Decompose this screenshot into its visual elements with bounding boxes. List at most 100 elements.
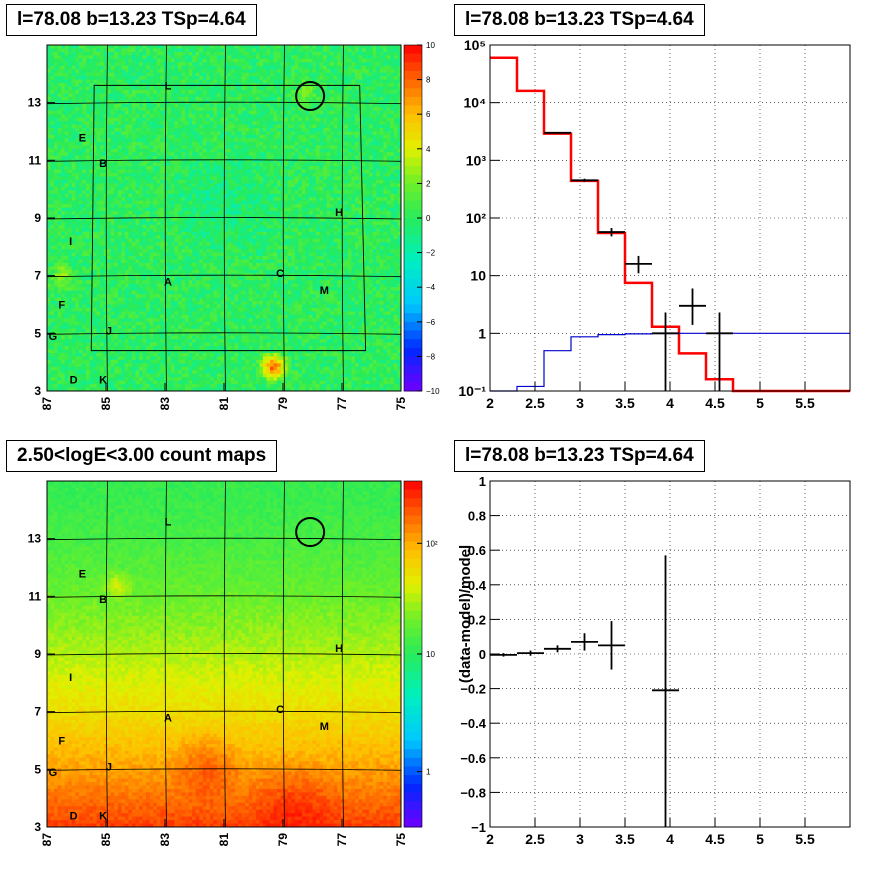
heatmap-cell <box>107 211 112 215</box>
heatmap-cell <box>386 107 391 112</box>
heatmap-cell <box>128 107 133 112</box>
heatmap-cell <box>298 124 303 129</box>
heatmap-cell <box>57 193 62 198</box>
heatmap-cell <box>344 190 349 195</box>
heatmap-cell <box>181 124 186 129</box>
heatmap-cell <box>383 152 388 157</box>
heatmap-cell <box>89 65 94 70</box>
heatmap-cell <box>107 55 112 60</box>
heatmap-cell <box>68 193 73 198</box>
heatmap-cell <box>82 76 87 80</box>
heatmap-cell <box>386 114 391 119</box>
heatmap-cell <box>358 96 363 101</box>
heatmap-cell <box>255 117 260 122</box>
heatmap-cell <box>167 148 172 153</box>
heatmap-cell <box>248 48 253 53</box>
heatmap-cell <box>369 103 374 108</box>
heatmap-cell <box>68 93 73 98</box>
heatmap-cell <box>135 114 140 119</box>
heatmap-cell <box>312 200 317 205</box>
heatmap-cell <box>390 65 395 70</box>
heatmap-cell <box>270 190 274 195</box>
heatmap-cell <box>252 141 257 146</box>
heatmap-cell <box>333 131 338 136</box>
heatmap-cell <box>160 214 165 219</box>
heatmap-cell <box>47 214 51 219</box>
heatmap-cell <box>284 183 289 188</box>
heatmap-cell <box>252 86 257 91</box>
heatmap-cell <box>273 51 278 56</box>
heatmap-cell <box>259 152 264 157</box>
heatmap-cell <box>135 204 140 209</box>
heatmap-cell <box>181 183 186 188</box>
heatmap-cell <box>298 193 303 198</box>
heatmap-cell <box>351 58 356 63</box>
heatmap-cell <box>393 58 398 63</box>
heatmap-cell <box>160 193 165 198</box>
heatmap-cell <box>199 96 204 101</box>
heatmap-cell <box>195 162 200 167</box>
heatmap-cell <box>160 93 165 98</box>
heatmap-cell <box>78 86 83 91</box>
heatmap-cell <box>305 45 310 49</box>
heatmap-cell <box>170 128 175 132</box>
heatmap-cell <box>376 58 381 63</box>
heatmap-cell <box>121 200 126 205</box>
heatmap-cell <box>365 103 370 108</box>
heatmap-cell <box>294 190 299 195</box>
heatmap-cell <box>298 145 303 150</box>
heatmap-cell <box>156 51 161 56</box>
heatmap-cell <box>231 76 236 80</box>
heatmap-cell <box>287 190 292 195</box>
heatmap-cell <box>362 89 366 94</box>
heatmap-cell <box>270 166 274 170</box>
heatmap-cell <box>167 128 172 132</box>
heatmap-cell <box>234 186 239 191</box>
heatmap-cell <box>234 176 239 181</box>
heatmap-cell <box>227 200 232 205</box>
heatmap-cell <box>206 134 211 139</box>
heatmap-cell <box>277 107 282 112</box>
heatmap-cell <box>227 176 232 181</box>
heatmap-cell <box>340 65 345 70</box>
heatmap-cell <box>128 152 133 157</box>
heatmap-cell <box>284 162 289 167</box>
heatmap-cell <box>170 176 175 181</box>
heatmap-cell <box>390 51 395 56</box>
heatmap-cell <box>181 204 186 209</box>
heatmap-cell <box>301 65 306 70</box>
heatmap-cell <box>185 121 189 125</box>
heatmap-cell <box>231 176 236 181</box>
heatmap-cell <box>393 145 398 150</box>
heatmap-cell <box>135 96 140 101</box>
heatmap-cell <box>354 114 359 119</box>
heatmap-cell <box>227 141 232 146</box>
heatmap-cell <box>291 214 296 219</box>
heatmap-cell <box>78 211 83 215</box>
heatmap-cell <box>103 190 108 195</box>
heatmap-cell <box>248 93 253 98</box>
heatmap-cell <box>85 166 90 170</box>
heatmap-cell <box>227 72 232 77</box>
heatmap-cell <box>354 214 359 219</box>
heatmap-cell <box>121 117 126 122</box>
heatmap-cell <box>153 193 158 198</box>
heatmap-cell <box>100 51 105 56</box>
heatmap-cell <box>139 55 143 60</box>
heatmap-cell <box>397 96 402 101</box>
heatmap-cell <box>262 162 267 167</box>
heatmap-cell <box>316 155 320 160</box>
heatmap-cell <box>277 214 282 219</box>
heatmap-cell <box>227 155 232 160</box>
heatmap-cell <box>213 86 218 91</box>
heatmap-cell <box>376 207 381 212</box>
heatmap-cell <box>231 204 236 209</box>
heatmap-cell <box>181 166 186 170</box>
heatmap-cell <box>298 65 303 70</box>
heatmap-cell <box>298 207 303 212</box>
heatmap-cell <box>298 93 303 98</box>
heatmap-cell <box>156 86 161 91</box>
heatmap-cell <box>284 145 289 150</box>
heatmap-cell <box>241 55 246 60</box>
heatmap-cell <box>312 179 317 184</box>
